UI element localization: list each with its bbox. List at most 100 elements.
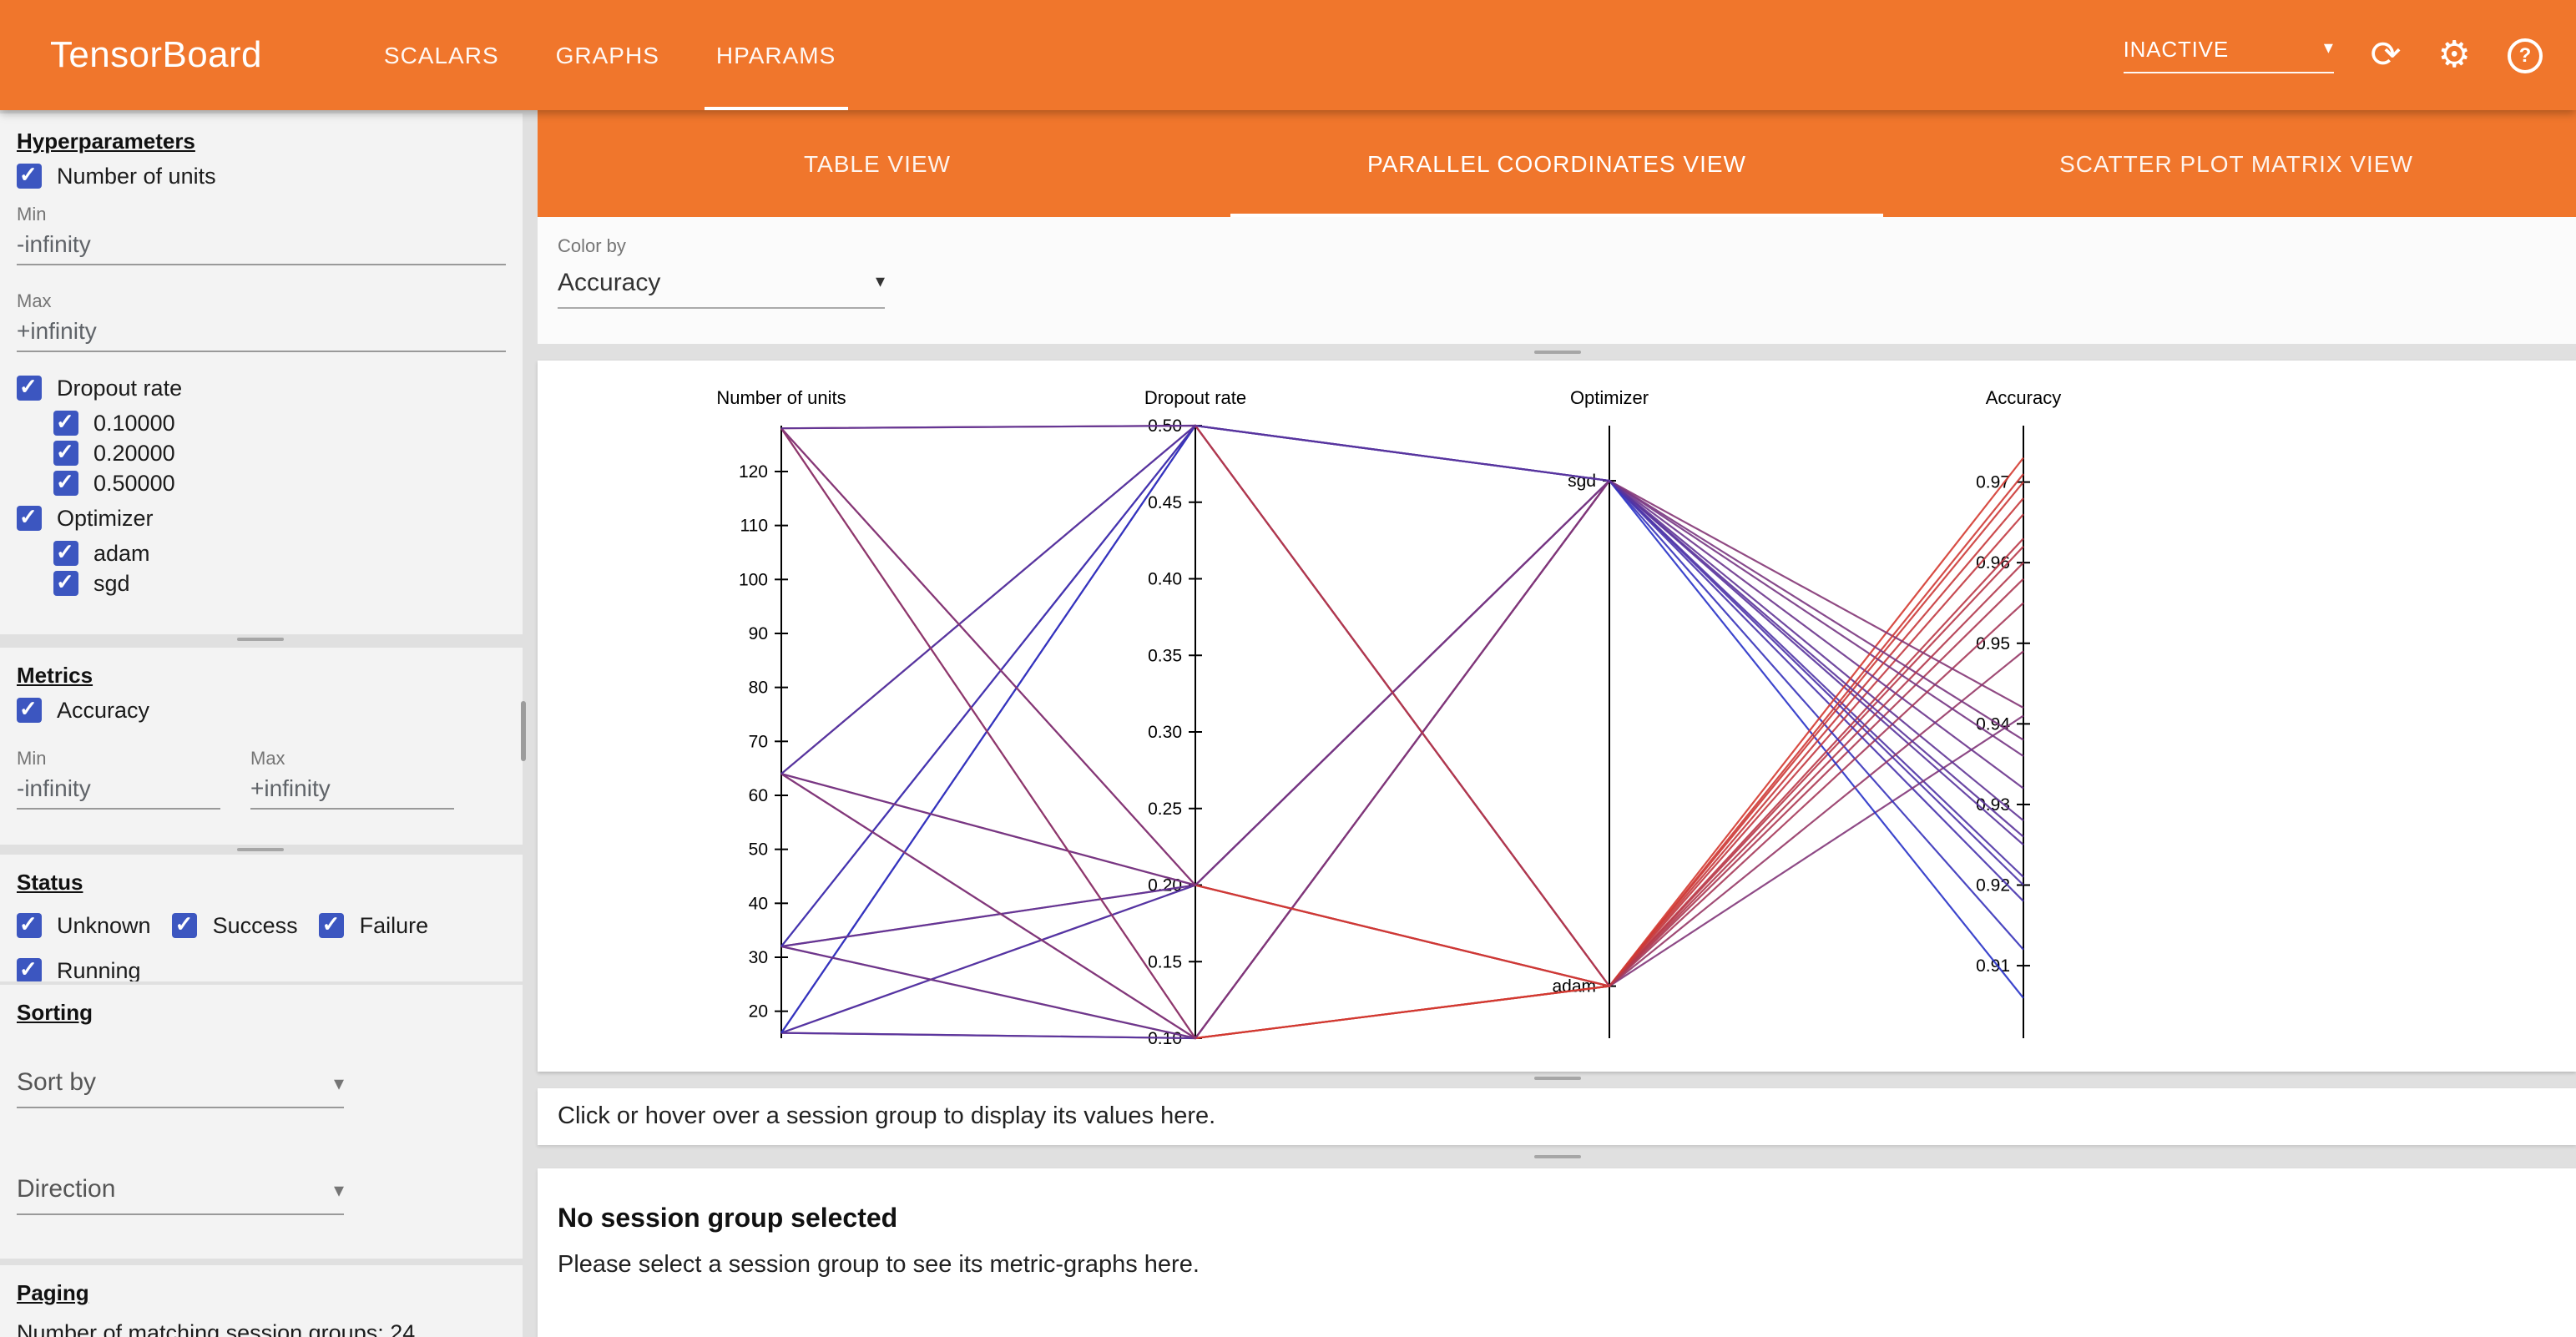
svg-text:40: 40 — [749, 894, 768, 913]
optimizer-option-sgd[interactable]: sgd — [53, 568, 506, 596]
min-label: Min — [17, 205, 47, 225]
dropout-option-0.50000[interactable]: 0.50000 — [53, 468, 506, 496]
svg-text:Dropout rate: Dropout rate — [1144, 387, 1246, 408]
svg-text:0.92: 0.92 — [1976, 876, 2010, 896]
help-icon[interactable]: ? — [2508, 38, 2543, 73]
matching-session-groups-count: Number of matching session groups: 24 — [17, 1320, 416, 1337]
no-selection-title: No session group selected — [558, 1205, 898, 1234]
tab-scatter-plot-matrix-view[interactable]: SCATTER PLOT MATRIX VIEW — [2059, 150, 2413, 177]
svg-text:110: 110 — [740, 517, 768, 536]
option-label: Success — [212, 913, 298, 938]
metric-accuracy[interactable]: Accuracy — [17, 695, 506, 723]
dropout-option-0.20000[interactable]: 0.20000 — [53, 438, 506, 466]
svg-text:60: 60 — [749, 786, 768, 805]
hyperparameters-section: Hyperparameters Number of units Min Max … — [0, 114, 523, 634]
svg-text:0.45: 0.45 — [1148, 493, 1182, 512]
optimizer-option-adam[interactable]: adam — [53, 538, 506, 566]
svg-text:0.15: 0.15 — [1148, 952, 1182, 971]
hparam-dropout-rate[interactable]: Dropout rate — [17, 373, 506, 401]
hparam-label: Dropout rate — [57, 376, 183, 401]
parallel-coordinates-chart[interactable]: Number of units 20 30 40 50 60 70 80 90 100 110 120… — [538, 361, 2576, 1072]
paging-heading: Paging — [17, 1280, 89, 1305]
settings-gear-icon[interactable]: ⚙ — [2437, 33, 2471, 75]
checkbox-checked-icon[interactable] — [319, 911, 345, 938]
chevron-down-icon: ▾ — [333, 1071, 344, 1094]
option-label: Running — [57, 958, 141, 981]
direction-select[interactable]: Direction ▾ — [17, 1175, 344, 1215]
status-options: Unknown Success Failure Running — [17, 903, 506, 981]
sidebar: Hyperparameters Number of units Min Max … — [0, 110, 523, 1337]
metrics-heading: Metrics — [17, 663, 93, 688]
accuracy-min-input[interactable] — [17, 769, 220, 810]
chevron-down-icon: ▾ — [2323, 38, 2334, 58]
dropout-option-0.10000[interactable]: 0.10000 — [53, 408, 506, 436]
svg-text:100: 100 — [739, 570, 768, 589]
color-by-value: Accuracy — [558, 269, 661, 297]
section-resize-handle[interactable] — [237, 848, 284, 851]
hyperparameters-heading: Hyperparameters — [17, 129, 195, 154]
panel-resize-handle[interactable] — [1534, 1155, 1581, 1158]
status-success[interactable]: Success — [172, 911, 298, 938]
sort-by-select[interactable]: Sort by ▾ — [17, 1068, 344, 1108]
option-label: 0.20000 — [93, 441, 175, 466]
tab-scalars[interactable]: SCALARS — [383, 42, 499, 68]
checkbox-checked-icon[interactable] — [53, 408, 78, 436]
checkbox-checked-icon[interactable] — [17, 911, 42, 938]
reload-mode-value: INACTIVE — [2123, 37, 2229, 62]
hparam-label: Optimizer — [57, 506, 154, 531]
metrics-section: Metrics Accuracy Min Max — [0, 648, 523, 845]
option-label: 0.50000 — [93, 471, 175, 496]
accuracy-max-input[interactable] — [250, 769, 454, 810]
tab-graphs[interactable]: GRAPHS — [555, 42, 659, 68]
checkbox-checked-icon[interactable] — [17, 956, 42, 981]
section-resize-handle[interactable] — [237, 638, 284, 641]
sorting-heading: Sorting — [17, 1000, 93, 1025]
status-running[interactable]: Running — [17, 956, 141, 981]
topbar-actions: INACTIVE ▾ ⟳ ⚙ ? — [2123, 0, 2576, 110]
svg-text:Number of units: Number of units — [716, 387, 846, 408]
color-by-select[interactable]: Accuracy ▾ — [558, 257, 885, 309]
metric-minmax-row: Min Max — [17, 733, 506, 810]
svg-text:80: 80 — [749, 679, 768, 698]
option-label: adam — [93, 541, 150, 566]
option-label: 0.10000 — [93, 411, 175, 436]
option-label: sgd — [93, 571, 130, 596]
svg-text:20: 20 — [749, 1002, 768, 1022]
checkbox-checked-icon[interactable] — [53, 538, 78, 566]
sorting-section: Sorting Sort by ▾ Direction ▾ — [0, 985, 523, 1259]
tab-hparams[interactable]: HPARAMS — [688, 0, 864, 110]
topbar: TensorBoard SCALARS GRAPHS HPARAMS INACT… — [0, 0, 2576, 110]
number-of-units-min-input[interactable] — [17, 225, 506, 265]
tab-parallel-coordinates-view[interactable]: PARALLEL COORDINATES VIEW — [1217, 110, 1897, 217]
panel-resize-handle[interactable] — [1534, 351, 1581, 354]
checkbox-checked-icon[interactable] — [17, 373, 42, 401]
option-label: Failure — [359, 913, 429, 938]
status-failure[interactable]: Failure — [319, 911, 429, 938]
checkbox-checked-icon[interactable] — [53, 438, 78, 466]
svg-text:0.94: 0.94 — [1976, 714, 2010, 734]
svg-text:30: 30 — [749, 948, 768, 967]
svg-text:0.95: 0.95 — [1976, 634, 2010, 653]
svg-text:70: 70 — [749, 732, 768, 751]
status-unknown[interactable]: Unknown — [17, 911, 151, 938]
checkbox-checked-icon[interactable] — [53, 568, 78, 596]
checkbox-checked-icon[interactable] — [17, 695, 42, 723]
reload-mode-select[interactable]: INACTIVE ▾ — [2123, 37, 2334, 73]
checkbox-checked-icon[interactable] — [172, 911, 198, 938]
chevron-down-icon: ▾ — [875, 272, 885, 292]
refresh-icon[interactable]: ⟳ — [2370, 33, 2402, 75]
number-of-units-max-input[interactable] — [17, 312, 506, 352]
hparam-optimizer[interactable]: Optimizer — [17, 503, 506, 531]
checkbox-checked-icon[interactable] — [17, 161, 42, 189]
svg-text:0.97: 0.97 — [1976, 473, 2010, 492]
tab-table-view[interactable]: TABLE VIEW — [804, 150, 951, 177]
sidebar-resize-handle[interactable] — [521, 701, 526, 761]
svg-text:120: 120 — [739, 462, 768, 482]
hparam-number-of-units[interactable]: Number of units — [17, 161, 506, 189]
checkbox-checked-icon[interactable] — [53, 468, 78, 496]
parallel-coordinates-card: Number of units 20 30 40 50 60 70 80 90 100 110 120… — [538, 361, 2576, 1072]
topbar-tabs: SCALARS GRAPHS HPARAMS — [356, 0, 864, 110]
checkbox-checked-icon[interactable] — [17, 503, 42, 531]
panel-resize-handle[interactable] — [1534, 1077, 1581, 1080]
